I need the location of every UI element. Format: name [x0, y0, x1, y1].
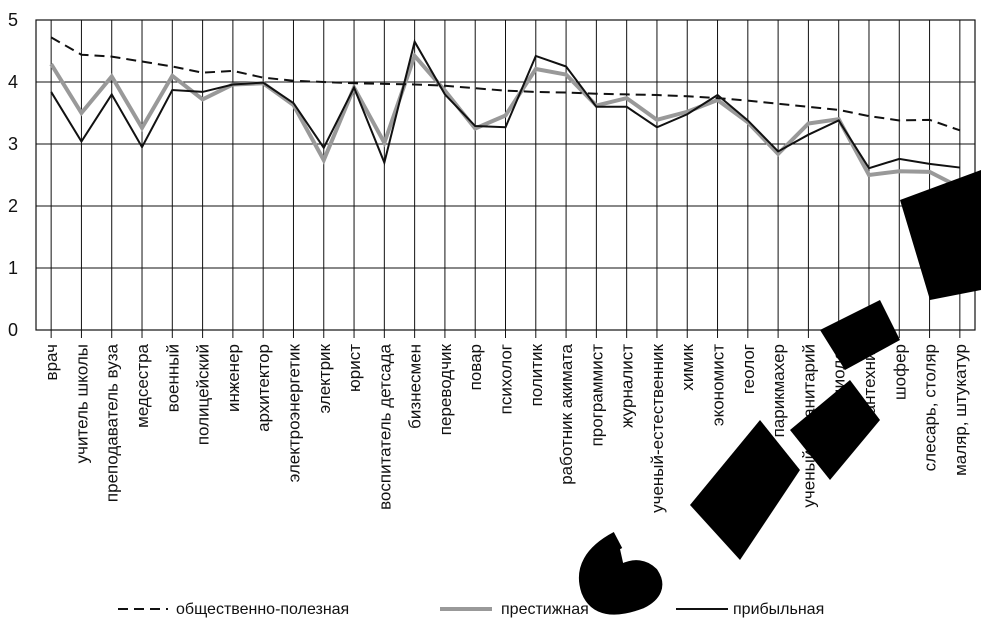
- legend-label-prestige: престижная: [501, 601, 589, 618]
- x-category-label: парикмахер: [769, 344, 788, 437]
- x-category-label: юрист: [345, 344, 364, 392]
- y-tick-label: 1: [8, 258, 18, 278]
- x-category-label: воспитатель детсада: [375, 343, 394, 509]
- x-category-label: слесарь, столяр: [921, 344, 940, 471]
- x-category-label: журналист: [618, 344, 637, 428]
- x-category-label: геолог: [739, 344, 758, 394]
- x-category-label: переводчик: [436, 343, 455, 435]
- y-axis-ticks: 0 1 2 3 4 5: [8, 10, 18, 340]
- x-category-label: преподаватель вуза: [103, 343, 122, 502]
- x-axis-labels: врач учитель школы преподаватель вуза медсе…: [42, 343, 970, 512]
- y-tick-label: 3: [8, 134, 18, 154]
- y-tick-label: 4: [8, 72, 18, 92]
- x-category-label: электрик: [315, 343, 334, 413]
- x-category-label: маляр, штукатур: [951, 344, 970, 476]
- x-category-label: политик: [527, 343, 546, 406]
- x-category-label: инженер: [224, 344, 243, 412]
- x-category-label: электроэнергетик: [284, 343, 303, 482]
- x-category-label: программист: [587, 344, 606, 447]
- series-lines: [49, 36, 961, 190]
- x-category-label: учитель школы: [72, 344, 91, 463]
- y-tick-label: 0: [8, 320, 18, 340]
- watermark: [578, 170, 981, 615]
- x-category-label: психолог: [497, 344, 516, 414]
- x-category-label: экономист: [709, 344, 728, 426]
- legend-label-profit: прибыльная: [733, 601, 824, 618]
- x-category-label: полицейский: [194, 344, 213, 445]
- legend: общественно-полезная престижная прибыльн…: [118, 601, 824, 618]
- series-line-1: [49, 52, 961, 190]
- x-category-label: медсестра: [133, 343, 152, 427]
- x-category-label: работник акимата: [557, 343, 576, 484]
- x-category-label: шофер: [890, 344, 909, 400]
- series-line-2: [50, 39, 960, 170]
- x-category-label: бизнесмен: [406, 344, 425, 429]
- x-category-label: врач: [42, 344, 61, 380]
- y-tick-label: 2: [8, 196, 18, 216]
- x-category-label: военный: [163, 344, 182, 412]
- x-category-label: архитектор: [254, 344, 273, 432]
- legend-label-useful: общественно-полезная: [176, 601, 349, 618]
- x-category-label: повар: [466, 344, 485, 390]
- x-category-label: химик: [678, 343, 697, 390]
- x-category-label: ученый-естественник: [648, 343, 667, 512]
- y-tick-label: 5: [8, 10, 18, 30]
